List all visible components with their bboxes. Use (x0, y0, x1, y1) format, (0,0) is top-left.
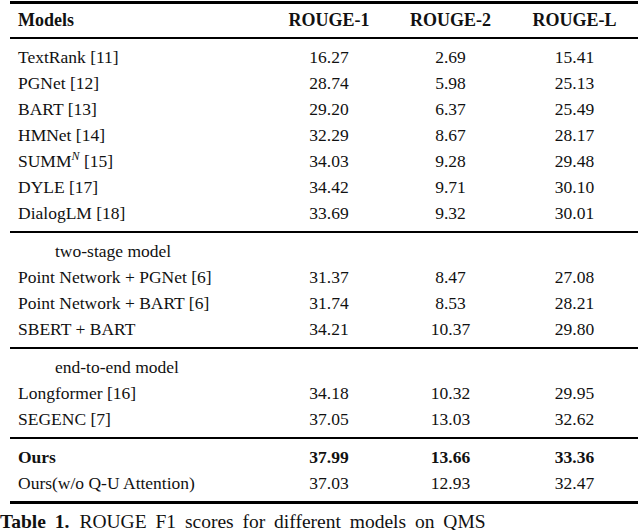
score-cell: 34.21 (268, 316, 390, 348)
table-row: Point Network + PGNet [6]31.378.4727.08 (10, 264, 638, 290)
score-cell: 33.36 (511, 438, 638, 470)
section-label-row: end-to-end model (10, 348, 638, 380)
score-cell: 5.98 (390, 70, 511, 96)
score-cell: 34.42 (268, 174, 390, 200)
section-label: end-to-end model (10, 348, 638, 380)
table-row: Ours37.9913.6633.36 (10, 438, 638, 470)
model-cell: Ours(w/o Q-U Attention) (10, 470, 268, 503)
score-cell: 33.69 (268, 200, 390, 232)
score-cell: 29.20 (268, 96, 390, 122)
score-cell: 28.74 (268, 70, 390, 96)
table-section: end-to-end modelLongformer [16]34.1810.3… (10, 348, 638, 438)
score-cell: 10.37 (390, 316, 511, 348)
score-cell: 29.95 (511, 380, 638, 406)
table-row: Ours(w/o Q-U Attention)37.0312.9332.47 (10, 470, 638, 503)
table-row: SEGENC [7]37.0513.0332.62 (10, 406, 638, 438)
model-cell: HMNet [14] (10, 122, 268, 148)
score-cell: 37.99 (268, 438, 390, 470)
table-row: DialogLM [18]33.699.3230.01 (10, 200, 638, 232)
model-cell: TextRank [11] (10, 38, 268, 70)
score-cell: 29.48 (511, 148, 638, 174)
table-row: Longformer [16]34.1810.3229.95 (10, 380, 638, 406)
header-rouge-2: ROUGE-2 (390, 3, 511, 39)
table-row: BART [13]29.206.3725.49 (10, 96, 638, 122)
model-cell: SEGENC [7] (10, 406, 268, 438)
score-cell: 32.47 (511, 470, 638, 503)
score-cell: 10.32 (390, 380, 511, 406)
score-cell: 8.53 (390, 290, 511, 316)
table-caption: Table 1. ROUGE F1 scores for different mo… (0, 511, 640, 530)
score-cell: 2.69 (390, 38, 511, 70)
table-section: TextRank [11]16.272.6915.41PGNet [12]28.… (10, 38, 638, 232)
results-table-wrapper: Models ROUGE-1 ROUGE-2 ROUGE-L TextRank … (10, 1, 638, 504)
table-section: two-stage modelPoint Network + PGNet [6]… (10, 232, 638, 348)
section-label: two-stage model (10, 232, 638, 264)
header-models: Models (10, 3, 268, 39)
score-cell: 9.28 (390, 148, 511, 174)
score-cell: 31.74 (268, 290, 390, 316)
score-cell: 37.05 (268, 406, 390, 438)
score-cell: 37.03 (268, 470, 390, 503)
score-cell: 13.66 (390, 438, 511, 470)
table-header: Models ROUGE-1 ROUGE-2 ROUGE-L (10, 3, 638, 39)
score-cell: 31.37 (268, 264, 390, 290)
model-cell: PGNet [12] (10, 70, 268, 96)
score-cell: 28.21 (511, 290, 638, 316)
header-rouge-1: ROUGE-1 (268, 3, 390, 39)
score-cell: 30.10 (511, 174, 638, 200)
score-cell: 28.17 (511, 122, 638, 148)
model-cell: DialogLM [18] (10, 200, 268, 232)
table-row: HMNet [14]32.298.6728.17 (10, 122, 638, 148)
score-cell: 6.37 (390, 96, 511, 122)
results-table: Models ROUGE-1 ROUGE-2 ROUGE-L TextRank … (10, 1, 638, 504)
score-cell: 25.49 (511, 96, 638, 122)
header-rouge-l: ROUGE-L (511, 3, 638, 39)
table-row: SUMMN [15]34.039.2829.48 (10, 148, 638, 174)
score-cell: 16.27 (268, 38, 390, 70)
table-row: Point Network + BART [6]31.748.5328.21 (10, 290, 638, 316)
table-row: TextRank [11]16.272.6915.41 (10, 38, 638, 70)
section-label-row: two-stage model (10, 232, 638, 264)
score-cell: 30.01 (511, 200, 638, 232)
score-cell: 12.93 (390, 470, 511, 503)
score-cell: 32.62 (511, 406, 638, 438)
caption-text: ROUGE F1 scores for different models on … (79, 511, 485, 530)
model-cell: SUMMN [15] (10, 148, 268, 174)
table-row: PGNet [12]28.745.9825.13 (10, 70, 638, 96)
model-cell: DYLE [17] (10, 174, 268, 200)
table-row: SBERT + BART34.2110.3729.80 (10, 316, 638, 348)
model-cell: Point Network + PGNet [6] (10, 264, 268, 290)
score-cell: 8.47 (390, 264, 511, 290)
score-cell: 13.03 (390, 406, 511, 438)
score-cell: 8.67 (390, 122, 511, 148)
score-cell: 32.29 (268, 122, 390, 148)
score-cell: 25.13 (511, 70, 638, 96)
table-section: Ours37.9913.6633.36Ours(w/o Q-U Attentio… (10, 438, 638, 503)
score-cell: 34.03 (268, 148, 390, 174)
model-cell: SBERT + BART (10, 316, 268, 348)
score-cell: 15.41 (511, 38, 638, 70)
score-cell: 29.80 (511, 316, 638, 348)
model-cell: BART [13] (10, 96, 268, 122)
score-cell: 34.18 (268, 380, 390, 406)
score-cell: 9.32 (390, 200, 511, 232)
caption-label: Table 1. (0, 511, 69, 530)
model-superscript: N (72, 149, 80, 163)
table-row: DYLE [17]34.429.7130.10 (10, 174, 638, 200)
header-row: Models ROUGE-1 ROUGE-2 ROUGE-L (10, 3, 638, 39)
score-cell: 27.08 (511, 264, 638, 290)
model-cell: Longformer [16] (10, 380, 268, 406)
model-cell: Ours (10, 438, 268, 470)
score-cell: 9.71 (390, 174, 511, 200)
model-cell: Point Network + BART [6] (10, 290, 268, 316)
